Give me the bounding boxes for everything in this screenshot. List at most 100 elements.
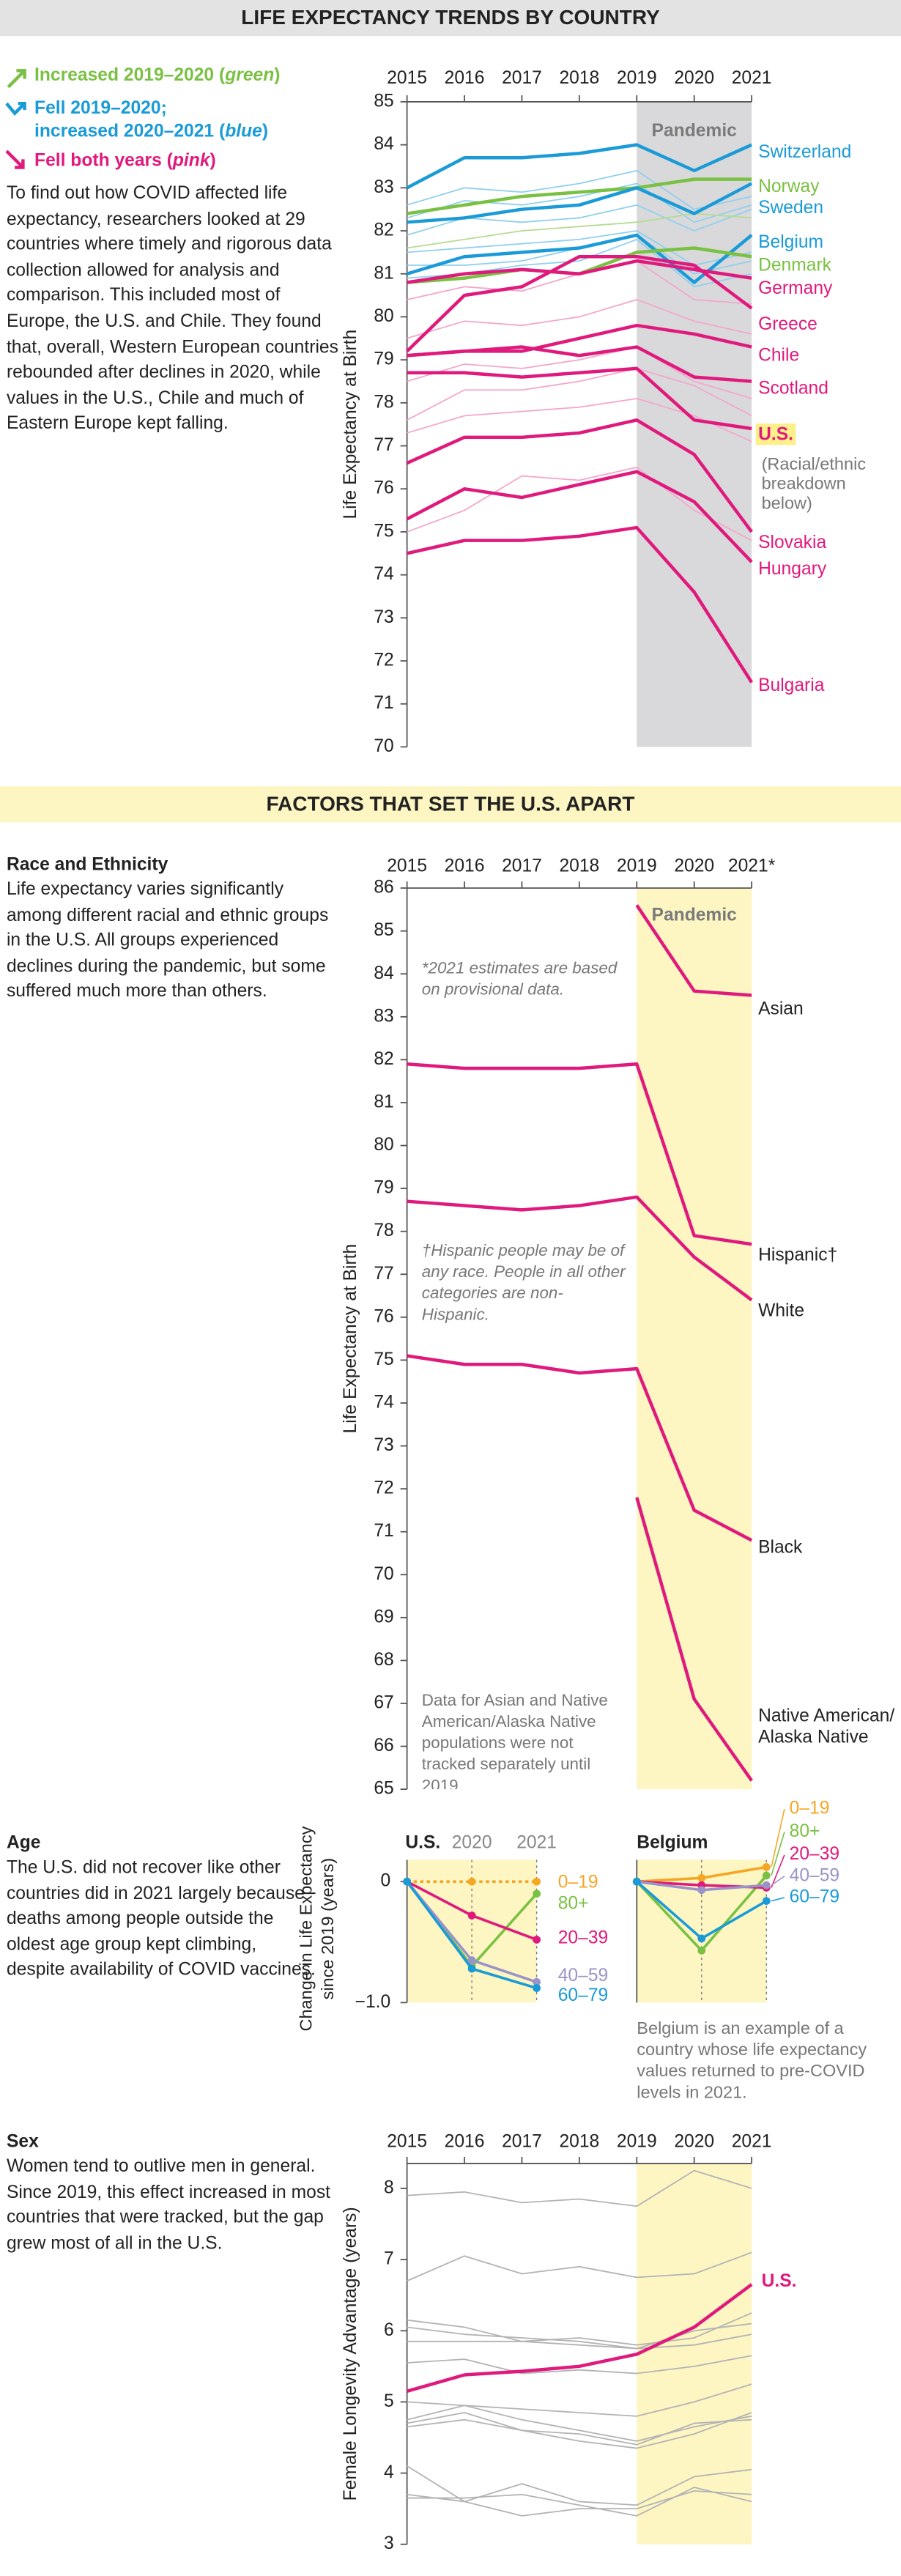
x-tick-label: 2018 — [559, 856, 599, 876]
section-band — [0, 0, 901, 37]
y-tick-label: 71 — [374, 693, 393, 713]
point — [697, 1873, 706, 1882]
series-label: Chile — [758, 346, 799, 366]
section-band — [0, 786, 901, 823]
series-line — [406, 418, 753, 533]
background-line — [407, 2487, 752, 2517]
x-tick-label: 2019 — [617, 68, 657, 88]
y-axis-title: Life Expectancy at Birth — [341, 330, 360, 519]
y-tick-label: 75 — [374, 521, 393, 541]
point — [762, 1862, 771, 1871]
x-tick-label: 2021 — [732, 68, 772, 88]
series-label: 60–79 — [558, 1985, 608, 2005]
x-tick-label: 2015 — [387, 2131, 427, 2151]
y-tick-label: 75 — [374, 1350, 393, 1369]
background-line — [407, 2412, 752, 2449]
y-axis-title: Female Longevity Advantage (years) — [341, 2207, 360, 2501]
description-box: Life expectancy varies significantly amo… — [6, 879, 329, 1002]
series-label: Slovakia — [758, 533, 826, 552]
x-tick-label: 2018 — [559, 2131, 599, 2151]
x-tick-label: 2015 — [387, 68, 427, 88]
y-tick-label: 85 — [374, 920, 393, 940]
y-tick-label: 82 — [374, 1049, 393, 1069]
background-line — [407, 2405, 752, 2442]
y-tick-label: 77 — [374, 435, 393, 455]
series-label: Scotland — [758, 379, 828, 399]
section-title: FACTORS THAT SET THE U.S. APART — [267, 792, 635, 815]
series-label: 80+ — [790, 1821, 820, 1841]
series-line — [407, 259, 752, 284]
y-tick-label: 84 — [374, 963, 393, 983]
y-tick-label: 65 — [374, 1779, 393, 1799]
series-line — [635, 1497, 753, 1782]
series-label: Hispanic† — [758, 1245, 837, 1265]
description: Life expectancy varies significantly amo… — [6, 879, 329, 1002]
label-highlight — [755, 423, 796, 445]
background-line — [407, 2251, 752, 2282]
note-box: †Hispanic people may be of any race. Peo… — [421, 1243, 626, 1325]
shade-label: Pandemic — [652, 906, 737, 925]
point — [533, 1877, 541, 1886]
note-box: Data for Asian and Native American/Alask… — [422, 1692, 608, 1789]
y-tick-label: 70 — [374, 736, 393, 756]
section-heading: Sex — [7, 2131, 39, 2151]
y-tick-label: 66 — [374, 1736, 393, 1755]
note: Belgium is an example of a country whose… — [637, 2018, 867, 2103]
point — [533, 1936, 541, 1944]
series-label: 20–39 — [558, 1928, 608, 1948]
point — [632, 1877, 641, 1886]
series-line — [407, 177, 752, 215]
panel-title: Belgium — [637, 1833, 708, 1853]
background-line — [407, 2323, 752, 2350]
shade-label: Pandemic — [652, 121, 737, 141]
series-line — [407, 1195, 753, 1302]
description-box: Women tend to outlive men in general. Si… — [7, 2157, 330, 2254]
y-tick-label: 83 — [374, 177, 393, 197]
section-heading: Race and Ethnicity — [7, 854, 168, 874]
x-tick-label: 2016 — [445, 2131, 485, 2151]
series-label: U.S. — [762, 2271, 797, 2291]
series-label: Germany — [758, 278, 833, 298]
point — [467, 1911, 476, 1920]
y-tick-label: 69 — [374, 1607, 393, 1626]
y-tick-label: 81 — [374, 263, 393, 283]
panel-title: U.S. — [405, 1833, 440, 1853]
y-tick-label: 80 — [374, 1135, 393, 1155]
series-line — [406, 255, 753, 353]
legend-label: Fell both years (pink) — [34, 150, 216, 170]
y-axis-title-box: Change in Life Expectancy since 2019 (ye… — [297, 1826, 338, 2032]
y-tick-label: 71 — [374, 1521, 393, 1541]
point — [762, 1881, 771, 1890]
y-axis-title: Change in Life Expectancy since 2019 (ye… — [297, 1826, 338, 2032]
y-tick-label: 84 — [374, 134, 393, 154]
point — [762, 1871, 771, 1880]
x-tick-label: 2020 — [452, 1833, 492, 1853]
series-label: 80+ — [558, 1893, 589, 1913]
y-tick-label: 78 — [374, 392, 393, 412]
series-label: Denmark — [758, 256, 832, 275]
y-tick-label: 73 — [374, 607, 393, 627]
series-line — [407, 1354, 753, 1542]
series-label: Greece — [758, 314, 817, 334]
series-line — [407, 182, 753, 224]
leader-line — [771, 1808, 785, 1868]
series-line — [406, 143, 753, 190]
leader-line — [771, 1876, 785, 1886]
x-tick-label: 2019 — [617, 2131, 657, 2151]
background-line — [407, 466, 752, 541]
annotation-box: (Racial/ethnic breakdown below) — [761, 454, 867, 514]
shade — [637, 888, 752, 1790]
series-line — [407, 525, 754, 684]
y-tick-label: 78 — [374, 1221, 393, 1240]
y-tick-label: 7 — [384, 2249, 394, 2269]
x-tick-label: 2021* — [728, 856, 776, 876]
annotation: (Racial/ethnic breakdown below) — [761, 454, 867, 514]
note: †Hispanic people may be of any race. Peo… — [421, 1243, 626, 1325]
series-label: 60–79 — [790, 1887, 839, 1907]
background-line — [407, 2333, 752, 2350]
leader-line — [771, 1897, 785, 1902]
background-line — [407, 169, 752, 210]
x-tick-label: 2020 — [674, 856, 714, 876]
point — [697, 1934, 706, 1943]
x-tick-label: 2019 — [617, 856, 657, 876]
